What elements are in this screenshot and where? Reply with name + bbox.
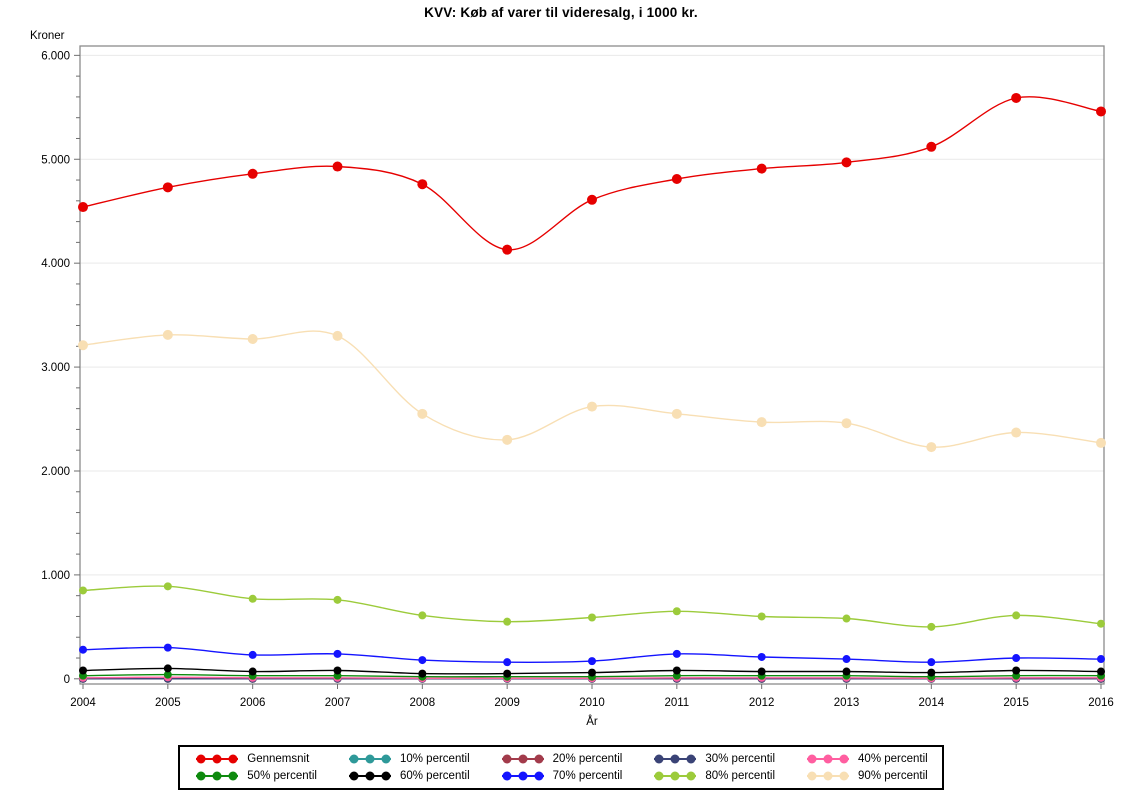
line-chart-plot: 0 1.000 2.000 3.000 4.000 5.000 6.000 2004 2005 2… — [41, 45, 1114, 709]
x-tick-label: 2016 — [1088, 697, 1114, 709]
legend-item: Gennemsnit — [194, 750, 317, 767]
legend-marker-icon — [348, 754, 391, 763]
x-tick-label: 2015 — [1003, 697, 1029, 709]
x-tick-label: 2006 — [240, 697, 266, 709]
legend-item-label: 80% percentil — [705, 769, 776, 782]
x-axis-title: År — [586, 716, 598, 728]
x-tick-label: 2011 — [664, 697, 689, 709]
legend-item: 60% percentil — [347, 767, 470, 784]
legend-item-label: 30% percentil — [705, 752, 776, 765]
x-tick-label: 2008 — [410, 697, 436, 709]
y-tick-label: 4.000 — [41, 258, 70, 270]
x-tick-label: 2014 — [919, 697, 945, 709]
legend-item-label: Gennemsnit — [247, 752, 310, 765]
y-tick-label: 2.000 — [41, 466, 70, 478]
legend-item: 90% percentil — [805, 767, 928, 784]
legend-item: 10% percentil — [347, 750, 470, 767]
legend-item-label: 60% percentil — [399, 769, 470, 782]
legend-marker-icon — [501, 754, 544, 763]
legend-item: 80% percentil — [652, 767, 775, 784]
legend-item: 40% percentil — [805, 750, 928, 767]
legend: Gennemsnit 10% percentil 20% percentil 30% … — [178, 745, 944, 790]
x-tick-label: 2005 — [155, 697, 181, 709]
legend-item: 50% percentil — [194, 767, 317, 784]
series-80-percentil — [79, 582, 1105, 631]
series-gennemsnit — [78, 92, 1106, 255]
legend-item-label: 40% percentil — [858, 752, 928, 765]
legend-marker-icon — [196, 754, 239, 763]
legend-marker-icon — [654, 771, 697, 780]
legend-marker-icon — [196, 771, 239, 780]
x-tick-label: 2012 — [749, 697, 775, 709]
y-axis-title: Kroner — [30, 30, 65, 42]
legend-marker-icon — [807, 754, 850, 763]
legend-container: Gennemsnit 10% percentil 20% percentil 30% … — [0, 745, 1122, 790]
legend-item-label: 90% percentil — [858, 769, 928, 782]
legend-item-label: 70% percentil — [552, 769, 623, 782]
x-tick-label: 2013 — [834, 697, 860, 709]
legend-marker-icon — [654, 754, 697, 763]
series-90-percentil — [78, 329, 1106, 453]
legend-item: 70% percentil — [500, 767, 623, 784]
x-tick-label: 2004 — [70, 697, 96, 709]
legend-item-label: 50% percentil — [247, 769, 317, 782]
legend-marker-icon — [348, 771, 391, 780]
x-tick-label: 2009 — [494, 697, 520, 709]
x-tick-label: 2010 — [579, 697, 605, 709]
series-60-percentil — [79, 664, 1105, 678]
y-tick-label: 3.000 — [41, 362, 70, 374]
series-70-percentil — [79, 643, 1105, 667]
y-tick-label: 1.000 — [41, 570, 70, 582]
legend-item-label: 10% percentil — [399, 752, 470, 765]
legend-item: 30% percentil — [652, 750, 775, 767]
legend-item: 20% percentil — [500, 750, 623, 767]
x-tick-label: 2007 — [325, 697, 351, 709]
y-tick-label: 6.000 — [41, 50, 70, 62]
y-tick-label: 0 — [64, 674, 70, 686]
legend-marker-icon — [501, 771, 544, 780]
legend-marker-icon — [807, 771, 850, 780]
chart-title: KVV: Køb af varer til videresalg, i 1000… — [424, 5, 698, 20]
legend-item-label: 20% percentil — [552, 752, 623, 765]
y-tick-label: 5.000 — [41, 154, 70, 166]
